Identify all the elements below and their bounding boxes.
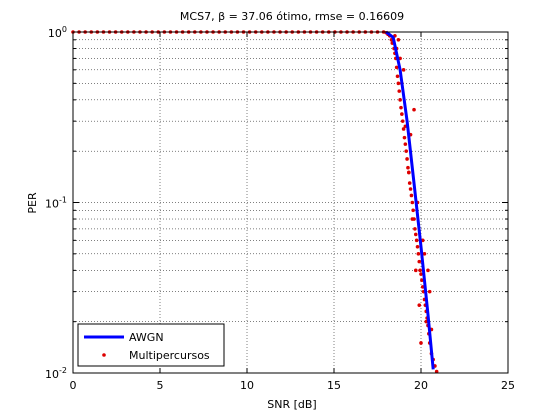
multipercursos-point (408, 187, 413, 191)
multipercursos-point (417, 303, 422, 307)
y-tick-label: 100 (48, 25, 67, 40)
multipercursos-point (396, 81, 401, 86)
multipercursos-point (410, 217, 415, 221)
x-tick-label: 10 (240, 379, 254, 392)
multipercursos-point (427, 289, 432, 294)
y-tick-label: 10-2 (45, 366, 67, 381)
multipercursos-point (426, 268, 430, 273)
axes (72, 31, 509, 374)
x-tick-label: 5 (157, 379, 164, 392)
x-tick-label: 0 (70, 379, 77, 392)
legend-box (77, 323, 225, 367)
multipercursos-point (414, 238, 419, 243)
legend-label-awgn: AWGN (129, 331, 164, 344)
y-axis-label: PER (26, 192, 39, 214)
y-tick-exponent: -2 (59, 366, 67, 375)
grid (73, 32, 508, 373)
multipercursos-point (407, 170, 411, 175)
multipercursos-point (399, 105, 403, 110)
x-tick-label: 20 (414, 379, 428, 392)
x-tick-label: 15 (327, 379, 341, 392)
multipercursos-point (419, 341, 423, 345)
multipercursos-point (413, 227, 417, 231)
x-tick-labels: 0 5 10 15 20 25 (70, 379, 516, 392)
multipercursos-point (416, 252, 421, 256)
multipercursos-point (415, 244, 420, 249)
multipercursos-point (409, 193, 414, 198)
multipercursos-point (410, 200, 415, 205)
multipercursos-point (401, 68, 406, 72)
multipercursos-point (402, 135, 407, 140)
y-tick-exponent: -1 (59, 196, 67, 205)
multipercursos-point (397, 89, 402, 93)
legend: AWGN Multipercursos (77, 323, 225, 367)
multipercursos-point (400, 119, 405, 123)
multipercursos-point (400, 112, 404, 116)
multipercursos-point (398, 98, 402, 102)
multipercursos-point (401, 127, 406, 131)
y-tick-label: 10-1 (45, 196, 67, 211)
y-tick-base: 10 (48, 27, 62, 40)
multipercursos-point (419, 272, 423, 276)
multipercursos-point (434, 369, 439, 374)
multipercursos-point (417, 259, 422, 264)
multipercursos-point (413, 232, 418, 237)
multipercursos-point (412, 107, 416, 112)
multipercursos-point (420, 278, 424, 283)
y-tick-exponent: 0 (62, 25, 67, 34)
legend-swatch-multipercursos (102, 353, 106, 357)
multipercursos-point (413, 268, 418, 273)
multipercursos-point (406, 165, 410, 170)
multipercursos-point (394, 65, 399, 70)
multipercursos-point (405, 157, 409, 161)
multipercursos-point (395, 74, 400, 79)
chart-title: MCS7, β = 37.06 ótimo, rmse = 0.16609 (180, 10, 404, 23)
y-tick-base: 10 (45, 198, 59, 211)
multipercursos-point (418, 268, 422, 273)
plot-area (71, 30, 439, 374)
legend-label-multipercursos: Multipercursos (129, 349, 210, 362)
x-tick-label: 25 (501, 379, 515, 392)
multipercursos-point (403, 142, 408, 146)
multipercursos-point (396, 38, 401, 42)
multipercursos-point (411, 208, 415, 213)
x-axis-label: SNR [dB] (267, 398, 316, 411)
multipercursos-point (422, 252, 427, 256)
awgn-line (385, 30, 435, 370)
multipercursos-point (404, 149, 409, 153)
multipercursos-point (407, 181, 412, 185)
y-tick-base: 10 (45, 368, 59, 381)
